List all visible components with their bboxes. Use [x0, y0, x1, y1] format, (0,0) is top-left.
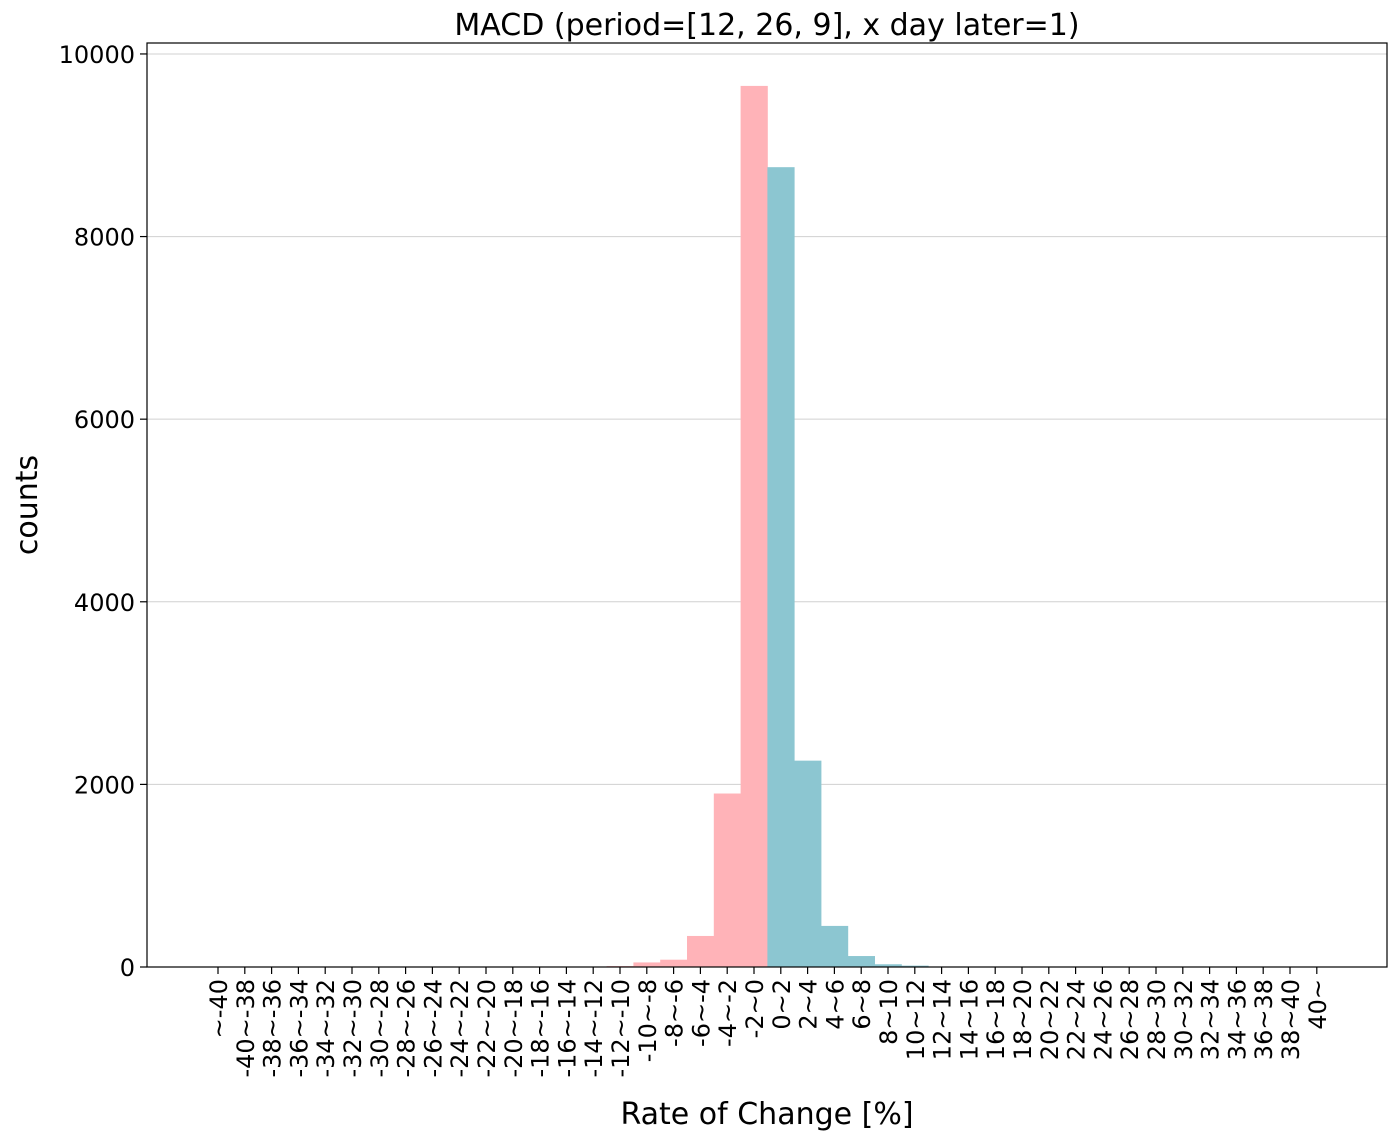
x-tick-label: 28~30	[1143, 979, 1171, 1060]
x-tick-label: ~-40	[205, 979, 233, 1038]
x-tick-label: 34~36	[1223, 979, 1251, 1060]
x-tick-label: 38~40	[1277, 979, 1305, 1060]
x-tick-label: 10~12	[902, 979, 930, 1060]
x-tick-label: 36~38	[1250, 979, 1278, 1060]
x-tick-label: -18~-16	[527, 979, 555, 1078]
x-tick-label: 18~20	[1009, 979, 1037, 1060]
x-tick-label: 0~2	[768, 979, 796, 1030]
bar	[901, 965, 929, 967]
y-axis-title: counts	[10, 455, 45, 555]
x-tick-label: -22~-20	[473, 979, 501, 1078]
x-tick-label: -14~-12	[580, 979, 608, 1078]
x-tick-label: 22~24	[1063, 979, 1091, 1060]
x-tick-label: 14~16	[955, 979, 983, 1060]
y-tick-label: 10000	[59, 41, 135, 69]
x-tick-label: -8~-6	[661, 979, 689, 1047]
x-tick-label: 8~10	[875, 979, 903, 1045]
bar	[633, 962, 661, 967]
x-tick-label: -38~-36	[259, 979, 287, 1078]
x-tick-label: -4~-2	[714, 979, 742, 1047]
x-tick-label: -2~0	[741, 979, 769, 1038]
bar	[687, 935, 715, 967]
y-axis-ticks: 0 2000 4000 6000 8000 10000	[59, 41, 147, 982]
y-tick-label: 8000	[74, 224, 135, 252]
bar	[794, 760, 822, 967]
x-tick-label: 40~	[1304, 979, 1332, 1030]
x-tick-label: -28~-26	[393, 979, 421, 1078]
bar	[821, 925, 849, 967]
y-tick-label: 0	[120, 954, 135, 982]
bar	[847, 956, 875, 967]
x-tick-label: -12~-10	[607, 979, 635, 1078]
bar	[740, 85, 768, 968]
x-tick-label: 20~22	[1036, 979, 1064, 1060]
x-tick-label: 26~28	[1116, 979, 1144, 1060]
bar	[874, 964, 902, 967]
x-tick-label: -20~-18	[500, 979, 528, 1078]
x-tick-label: 12~14	[929, 979, 957, 1060]
x-tick-label: 24~26	[1089, 979, 1117, 1060]
x-tick-label: 32~34	[1197, 979, 1225, 1060]
y-tick-label: 6000	[74, 406, 135, 434]
x-axis-title: Rate of Change [%]	[620, 1097, 913, 1132]
x-tick-label: -6~-4	[687, 979, 715, 1047]
chart-title: MACD (period=[12, 26, 9], x day later=1)	[454, 8, 1079, 43]
x-tick-label: -36~-34	[285, 979, 313, 1078]
x-tick-label: -34~-32	[312, 979, 340, 1078]
x-tick-label: -24~-22	[446, 979, 474, 1078]
x-tick-label: -30~-28	[366, 979, 394, 1078]
x-tick-label: -16~-14	[553, 979, 581, 1078]
x-tick-label: 30~32	[1170, 979, 1198, 1060]
x-tick-label: 16~18	[982, 979, 1010, 1060]
bar	[767, 167, 795, 967]
bars	[579, 85, 929, 968]
bar	[660, 959, 688, 967]
x-tick-label: 4~6	[821, 979, 849, 1030]
x-axis-ticks: ~-40-40~-38-38~-36-36~-34-34~-32-32~-30-…	[205, 967, 1332, 1078]
bar	[713, 793, 741, 967]
plot-frame	[146, 42, 1388, 968]
y-tick-label: 2000	[74, 771, 135, 799]
x-tick-label: 6~8	[848, 979, 876, 1030]
x-tick-label: -32~-30	[339, 979, 367, 1078]
x-tick-label: 2~4	[795, 979, 823, 1030]
y-tick-label: 4000	[74, 589, 135, 617]
x-tick-label: -26~-24	[419, 979, 447, 1078]
x-tick-label: -10~-8	[634, 979, 662, 1062]
x-tick-label: -40~-38	[232, 979, 260, 1078]
